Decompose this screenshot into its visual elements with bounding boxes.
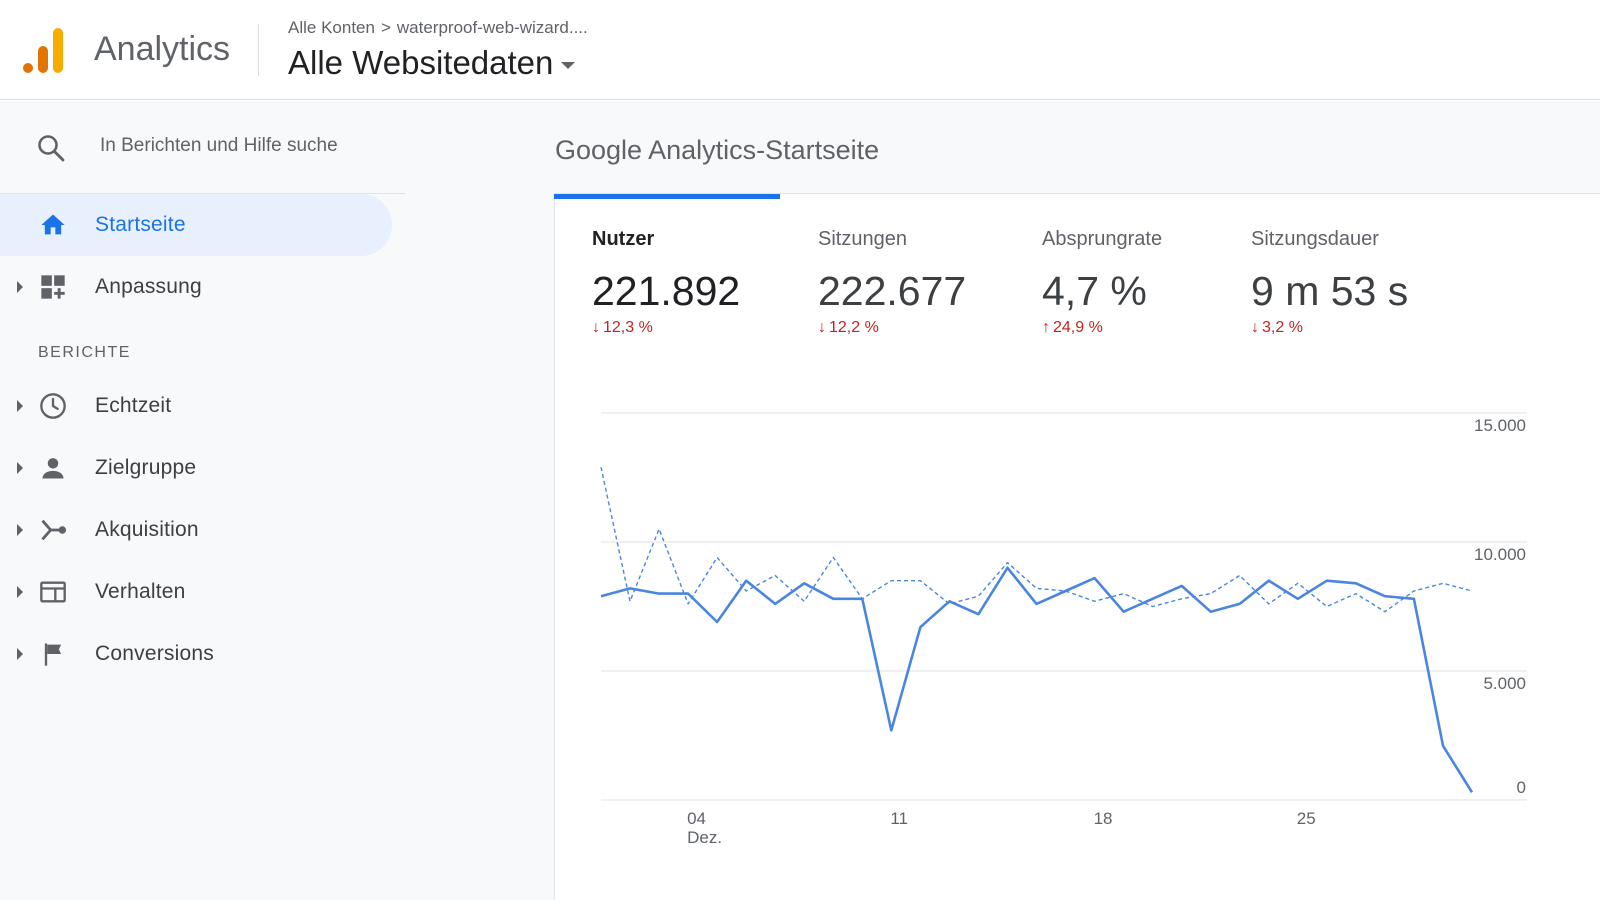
breadcrumb-property[interactable]: waterproof-web-wizard.... (396, 18, 588, 37)
expand-arrow-icon (17, 586, 23, 598)
x-tick-label: 18 (1094, 809, 1113, 828)
breadcrumb-separator: > (380, 18, 391, 37)
x-tick-label: 04 (687, 809, 706, 828)
nav-item-conversions[interactable]: Conversions (0, 623, 395, 685)
arrow-down-icon: ↓ (1251, 319, 1259, 336)
top-header: Analytics Alle Konten > waterproof-web-w… (0, 0, 1600, 100)
metric-label: Nutzer (592, 228, 655, 250)
nav-item-zielgruppe[interactable]: Zielgruppe (0, 437, 395, 499)
metric-tab-sitzungsdauer[interactable]: Sitzungsdauer 9 m 53 s ↓ 3,2 % (1251, 228, 1408, 337)
sidebar-search (0, 101, 405, 194)
nav-item-akquisition[interactable]: Akquisition (0, 499, 395, 561)
nav-item-startseite[interactable]: Startseite (0, 194, 392, 256)
metric-delta-value: 3,2 % (1262, 319, 1303, 336)
dashboard-icon (38, 272, 68, 302)
metric-value: 221.892 (592, 268, 741, 314)
nav-item-label: Echtzeit (95, 394, 172, 417)
metric-value: 9 m 53 s (1251, 268, 1409, 314)
chart-series (600, 467, 1474, 793)
app-title: Analytics (94, 30, 231, 68)
page-title: Google Analytics-Startseite (555, 135, 880, 165)
expand-arrow-icon (17, 648, 23, 660)
acquisition-icon (38, 515, 68, 545)
expand-arrow-icon (17, 400, 23, 412)
y-tick-label: 15.000 (1474, 416, 1526, 435)
x-tick-label: 11 (890, 809, 908, 828)
chart-grid (601, 412, 1527, 801)
nav-item-label: Akquisition (95, 518, 199, 541)
series-line-current-period (600, 566, 1474, 793)
expand-arrow-icon (17, 524, 23, 536)
sidebar: Startseite Anpassung BERICHTE Echtzeit Z… (0, 101, 415, 900)
nav-item-label: Startseite (95, 213, 186, 236)
metric-delta-value: 12,2 % (829, 319, 879, 336)
breadcrumb[interactable]: Alle Konten > waterproof-web-wizard.... (288, 18, 588, 38)
section-heading-berichte: BERICHTE (38, 344, 131, 361)
expand-arrow-icon (17, 462, 23, 474)
analytics-logo[interactable] (22, 26, 66, 74)
metric-delta: ↓ 12,2 % (818, 319, 966, 337)
header-divider (258, 24, 259, 76)
y-tick-label: 10.000 (1474, 545, 1526, 564)
x-tick-sublabel: Dez. (687, 828, 722, 847)
search-icon[interactable] (36, 133, 66, 163)
metric-tab-nutzer[interactable]: Nutzer 221.892 ↓ 12,3 % (592, 228, 740, 337)
metric-delta: ↑ 24,9 % (1042, 319, 1162, 337)
y-tick-label: 5.000 (1483, 674, 1526, 693)
nav-item-label: Anpassung (95, 275, 202, 298)
metric-label: Sitzungsdauer (1251, 228, 1379, 250)
view-title: Alle Websitedaten (288, 44, 554, 81)
breadcrumb-account[interactable]: Alle Konten (288, 18, 375, 37)
nav-item-anpassung[interactable]: Anpassung (0, 256, 395, 318)
metric-tab-sitzungen[interactable]: Sitzungen 222.677 ↓ 12,2 % (818, 228, 966, 337)
metric-delta-value: 12,3 % (603, 319, 653, 336)
metric-value: 4,7 % (1042, 268, 1147, 314)
overview-card (554, 193, 1600, 900)
nav-item-label: Verhalten (95, 580, 186, 603)
metric-delta-value: 24,9 % (1053, 319, 1103, 336)
arrow-down-icon: ↓ (592, 319, 600, 336)
nav-item-verhalten[interactable]: Verhalten (0, 561, 395, 623)
metric-label: Sitzungen (818, 228, 907, 250)
selected-metric-indicator (554, 194, 780, 199)
series-line-previous-period (600, 467, 1473, 613)
x-tick-label: 25 (1297, 809, 1316, 828)
caret-down-icon (561, 61, 576, 69)
metric-delta: ↓ 12,3 % (592, 319, 740, 337)
metric-label: Absprungrate (1042, 228, 1163, 250)
y-tick-label: 0 (1517, 778, 1526, 797)
expand-arrow-icon (17, 281, 23, 293)
nav-item-label: Zielgruppe (95, 456, 197, 479)
nav-item-label: Conversions (95, 642, 214, 665)
metric-tab-absprungrate[interactable]: Absprungrate 4,7 % ↑ 24,9 % (1042, 228, 1162, 337)
flag-icon (38, 639, 68, 669)
metric-delta: ↓ 3,2 % (1251, 319, 1408, 337)
home-icon (38, 210, 68, 240)
search-input[interactable] (100, 131, 390, 161)
view-selector[interactable]: Alle Websitedaten (288, 44, 576, 82)
behavior-icon (38, 577, 68, 607)
arrow-up-icon: ↑ (1042, 319, 1050, 336)
person-icon (38, 453, 68, 483)
clock-icon (38, 391, 68, 421)
metric-value: 222.677 (818, 268, 967, 314)
arrow-down-icon: ↓ (818, 319, 826, 336)
nav-item-echtzeit[interactable]: Echtzeit (0, 375, 395, 437)
